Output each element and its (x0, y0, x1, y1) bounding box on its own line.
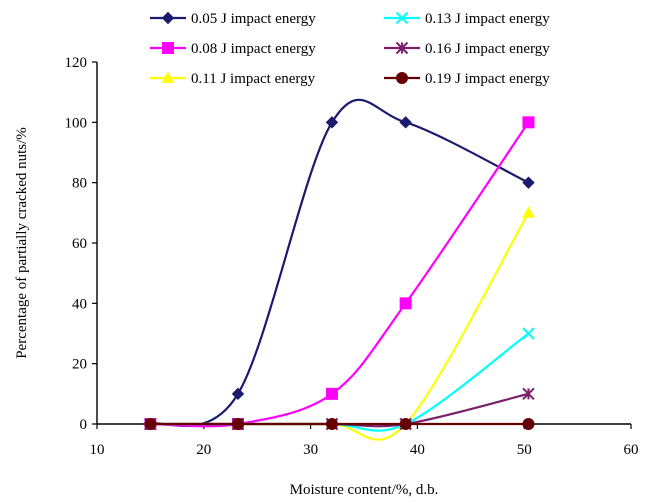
data-point-marker (522, 176, 535, 189)
data-point-marker (231, 387, 245, 401)
x-tick-label: 50 (517, 442, 532, 458)
series-1 (144, 98, 535, 431)
legend-label: 0.19 J impact energy (425, 71, 550, 87)
y-axis-label: Percentage of partially cracked nuts/% (14, 127, 30, 359)
legend: 0.05 J impact energy 0.08 J impact energy… (150, 11, 550, 87)
data-point-marker (522, 387, 535, 401)
legend-swatch-marker (395, 11, 409, 25)
plot-series (144, 98, 535, 441)
x-tick-label: 20 (196, 442, 211, 458)
legend-label: 0.16 J impact energy (425, 41, 550, 57)
data-point-marker (522, 206, 535, 218)
data-point-marker (522, 418, 535, 430)
legend-label: 0.05 J impact energy (191, 11, 316, 27)
plot-axes: 0 20 40 60 80 100 120 10 20 30 40 50 60 (65, 55, 639, 458)
series-line (150, 212, 530, 441)
series-line (150, 121, 530, 428)
data-point-marker (325, 418, 338, 430)
legend-item: 0.13 J impact energy (384, 11, 550, 27)
x-axis-label: Moisture content/%, d.b. (290, 482, 439, 498)
series-3 (144, 206, 535, 441)
legend-item: 0.16 J impact energy (384, 41, 550, 57)
data-point-marker (399, 116, 412, 129)
x-tick-label: 10 (90, 442, 105, 458)
x-tick-label: 40 (410, 442, 425, 458)
data-point-marker (144, 418, 157, 430)
data-point-marker (399, 297, 412, 310)
x-tick-label: 30 (303, 442, 318, 458)
y-tick-label: 40 (72, 296, 87, 312)
data-point-marker (522, 327, 535, 340)
y-tick-label: 20 (72, 357, 87, 373)
legend-item: 0.05 J impact energy (150, 11, 316, 27)
legend-label: 0.13 J impact energy (425, 11, 550, 27)
data-point-marker (231, 418, 244, 430)
y-tick-label: 0 (80, 417, 88, 433)
legend-item: 0.08 J impact energy (150, 41, 316, 57)
legend-item: 0.11 J impact energy (150, 71, 316, 87)
legend-swatch-marker (162, 42, 174, 54)
y-tick-label: 100 (65, 115, 88, 131)
legend-item: 0.19 J impact energy (384, 71, 550, 87)
data-point-marker (325, 116, 339, 129)
y-tick-label: 80 (72, 176, 87, 192)
legend-label: 0.08 J impact energy (191, 41, 316, 57)
data-point-marker (399, 418, 412, 430)
y-tick-label: 60 (72, 236, 87, 252)
series-4 (144, 327, 535, 432)
series-line (150, 98, 529, 427)
data-point-marker (522, 116, 535, 129)
y-tick-label: 120 (65, 55, 88, 71)
data-point-marker (325, 387, 338, 400)
legend-swatch-marker (161, 71, 175, 83)
legend-swatch-marker (161, 11, 175, 25)
legend-swatch-marker (396, 72, 408, 84)
legend-label: 0.11 J impact energy (191, 71, 316, 87)
x-tick-label: 60 (624, 442, 639, 458)
series-2 (144, 116, 535, 430)
series-line (150, 332, 530, 432)
legend-swatch-marker (395, 41, 409, 55)
series-6 (144, 418, 535, 430)
